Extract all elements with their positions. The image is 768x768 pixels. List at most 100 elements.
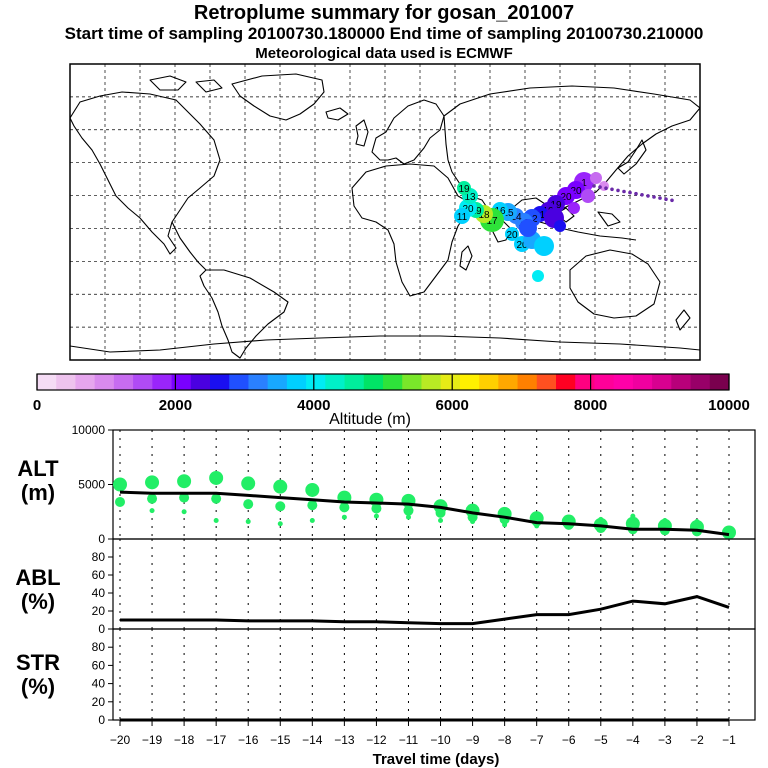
coastlines — [70, 73, 700, 359]
trajectory-dot — [622, 189, 626, 194]
coast-britain — [355, 119, 369, 147]
alt-panel-frame — [112, 429, 756, 540]
trajectory-dot — [670, 198, 674, 203]
x-tick-label: −18 — [174, 733, 195, 747]
x-tick-label: −11 — [399, 733, 419, 747]
x-axis-ticks: −20 −19 −18 −17 −16 −15 −14 −13 −12 −11 −10 −9 −8 −7 −… — [110, 720, 736, 747]
plume-cluster — [457, 181, 471, 195]
cluster-day-label: 19 — [458, 184, 470, 195]
trajectory-dot — [640, 193, 644, 197]
colorbar-swatch — [575, 374, 595, 390]
x-tick-label: −3 — [658, 733, 672, 747]
colorbar-swatch — [325, 374, 345, 390]
coast-africa — [351, 163, 473, 297]
cluster-day-label: 1 — [581, 178, 587, 189]
abl-y-tick-label: 0 — [98, 622, 105, 636]
x-tick-label: −6 — [562, 733, 576, 747]
alt-cluster-point — [309, 517, 315, 523]
coast-new-zealand — [675, 309, 691, 331]
alt-cluster-point — [113, 477, 127, 492]
colorbar-swatch — [709, 374, 730, 390]
cluster-day-label: 20 — [570, 186, 582, 197]
colorbar-swatch — [56, 374, 76, 390]
abl-unit-label: (%) — [21, 589, 55, 614]
x-tick-label: −19 — [142, 733, 163, 747]
colorbar-swatch — [229, 374, 249, 390]
abl-line — [120, 595, 730, 626]
abl-gridlines — [119, 539, 730, 629]
alt-cluster-point — [341, 514, 347, 520]
colorbar-swatch — [594, 374, 615, 390]
str-y-tick-label: 40 — [92, 677, 106, 691]
alt-cluster-point — [371, 503, 382, 514]
alt-cluster-point — [470, 519, 476, 525]
cluster-day-label: 20 — [560, 192, 572, 203]
trajectory-dot — [610, 187, 614, 192]
cluster-day-label: 19 — [550, 200, 562, 211]
alt-cluster-point — [213, 517, 219, 523]
str-y-ticks: 80 60 40 20 0 — [92, 640, 113, 727]
abl-label: ABL — [15, 565, 60, 590]
x-tick-label: −7 — [530, 733, 544, 747]
alt-cluster-point — [438, 517, 444, 523]
colorbar-swatch — [632, 374, 653, 390]
colorbar-swatch — [171, 374, 192, 390]
abl-y-tick-label: 20 — [92, 604, 106, 618]
x-tick-label: −16 — [238, 733, 259, 747]
plume-cluster — [568, 202, 580, 214]
coast-antarctica — [70, 335, 700, 353]
x-tick-label: −8 — [498, 733, 512, 747]
colorbar-swatch — [383, 374, 403, 390]
coast-iceland — [325, 107, 349, 121]
alt-cluster-point — [209, 470, 224, 485]
colorbar-swatch — [113, 374, 134, 390]
str-y-tick-label: 20 — [92, 695, 106, 709]
colorbar-swatch — [536, 374, 557, 390]
coast-australia — [569, 249, 661, 319]
str-unit-label: (%) — [21, 674, 55, 699]
str-label: STR — [16, 650, 60, 675]
alt-cluster-point — [662, 517, 668, 523]
trajectory-dot — [664, 197, 668, 201]
alt-y-ticks: 10000 5000 0 — [72, 423, 113, 546]
cluster-day-label: 17 — [486, 216, 498, 227]
x-tick-label: −14 — [302, 733, 323, 747]
alt-cluster-point — [179, 492, 190, 503]
trajectory-dot — [658, 196, 662, 200]
colorbar-swatch — [306, 374, 326, 390]
colorbar-swatch — [479, 374, 499, 390]
alt-cluster-point — [147, 493, 158, 504]
coast-arctic-islands — [149, 75, 223, 93]
colorbar-swatch — [517, 374, 538, 390]
colorbar-swatch — [190, 374, 211, 390]
alt-cluster-point — [277, 521, 283, 527]
str-y-tick-label: 60 — [92, 658, 106, 672]
trajectory-dot — [646, 194, 650, 198]
colorbar-swatch — [556, 374, 576, 390]
coast-north-america — [70, 91, 221, 255]
alt-cluster-point — [566, 524, 572, 530]
alt-cluster-point — [275, 501, 286, 512]
alt-cluster-point — [694, 519, 700, 525]
abl-y-tick-label: 80 — [92, 550, 106, 564]
cluster-day-label: 20 — [462, 204, 474, 215]
coast-south-america — [199, 269, 289, 359]
colorbar-swatch — [286, 374, 307, 390]
str-gridlines — [119, 629, 730, 720]
colorbar-tick-label: 0 — [33, 397, 41, 414]
str-panel: STR (%) 80 60 40 20 0 — [16, 628, 756, 727]
colorbar-swatch — [133, 374, 153, 390]
plume-cluster — [505, 227, 519, 241]
cluster-day-label: 18 — [478, 210, 490, 221]
alt-cluster-point — [373, 513, 379, 519]
plume-cluster — [590, 172, 602, 184]
alt-cluster-point — [115, 496, 125, 507]
plume-cluster — [532, 270, 544, 282]
abl-panel: ABL (%) 80 60 40 20 0 — [15, 538, 756, 636]
x-tick-label: −17 — [206, 733, 227, 747]
alt-cluster-point — [305, 482, 320, 497]
altitude-colorbar: 0 2000 4000 6000 8000 10000 Altitude (m) — [33, 373, 750, 428]
str-y-tick-label: 0 — [98, 713, 105, 727]
alt-cluster-point — [181, 509, 187, 515]
